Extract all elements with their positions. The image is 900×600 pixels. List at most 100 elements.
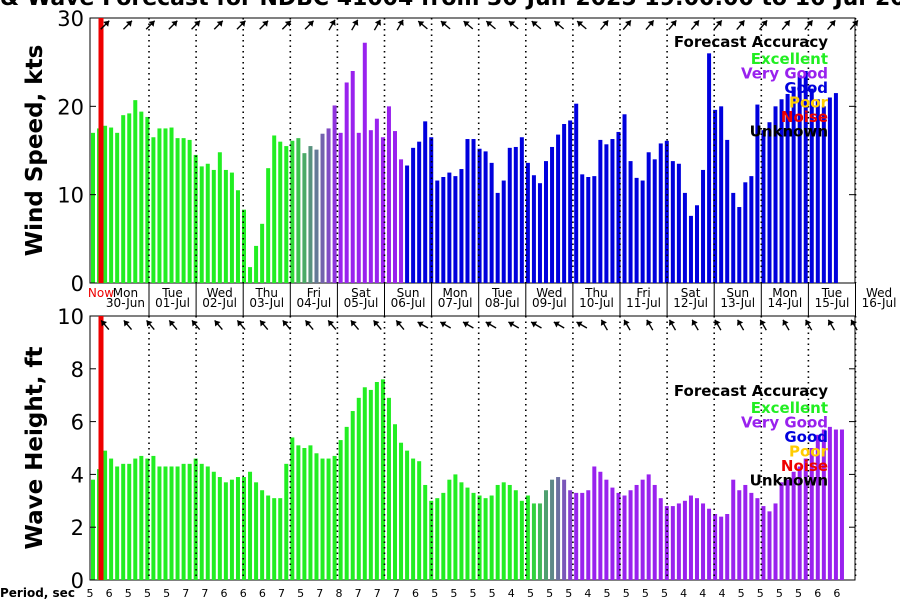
day-date-label: 07-Jul [438,296,473,310]
wave-bar [749,492,754,580]
wind-bar [386,106,391,283]
direction-arrow-icon [191,319,201,331]
wave-bar [217,477,222,580]
direction-arrow-icon [328,19,336,31]
wave-bar [737,490,742,580]
period-value: 5 [297,587,304,600]
direction-arrow-icon [168,20,178,30]
direction-arrow-icon [622,19,632,31]
wave-bar [417,461,422,580]
y-tick-label: 10 [57,305,84,329]
direction-arrow-icon [485,321,497,329]
day-name-label: Tue [491,286,513,300]
wave-bar [447,479,452,580]
wind-bar [731,192,736,283]
wave-bar [592,466,597,580]
wind-bar [242,209,246,283]
direction-arrow-icon [168,319,178,331]
direction-arrow-icon [259,20,269,30]
wind-bar [785,93,790,283]
wind-bar [580,174,585,283]
wave-bar [338,440,343,580]
wind-bar [465,139,470,283]
wind-bar [471,139,476,283]
wind-bar [229,172,234,283]
day-name-label: Wed [866,286,892,300]
wind-bar [833,93,838,283]
period-value: 5 [431,587,438,600]
period-value: 5 [546,587,553,600]
wind-bar [175,138,180,283]
period-value: 6 [814,587,821,600]
period-value: 5 [163,587,170,600]
wave-bar [658,498,663,580]
wind-bar [435,180,440,283]
wind-bar [652,159,657,283]
period-value: 6 [106,587,113,600]
wave-bar [670,506,675,580]
wave-bar [604,479,609,580]
wave-bar [308,445,313,580]
wave-bar [350,411,355,580]
wave-bar [833,429,838,580]
wave-bar [519,500,524,580]
y-tick-label: 20 [57,95,84,119]
direction-arrow-icon [553,321,565,329]
day-date-label: 12-Jul [673,296,708,310]
direction-arrow-icon [304,20,315,30]
day-date-label: 05-Jul [344,296,379,310]
wave-bar [296,445,301,580]
wave-bar [513,490,518,580]
period-value: 7 [278,587,285,600]
wind-bar [634,177,639,283]
period-value: 6 [240,587,247,600]
direction-arrow-icon [713,19,723,31]
direction-arrow-icon [123,319,133,331]
day-date-label: 10-Jul [579,296,614,310]
period-value: 5 [604,587,611,600]
wind-bar [350,71,355,283]
wind-bar [537,183,542,283]
wave-bar [405,450,410,580]
y-tick-label: 0 [71,569,84,593]
wind-bar [513,146,518,283]
direction-arrow-icon [804,19,814,31]
wave-bar [821,429,826,580]
day-name-label: Sun [726,286,749,300]
wave-bar [550,479,555,580]
period-value: 5 [87,587,94,600]
direction-arrow-icon [145,20,156,30]
legend-item: Unknown [750,472,828,490]
wind-bar [205,163,210,283]
wave-bar [731,479,736,580]
wind-bar [550,146,555,283]
wind-bar [483,151,488,283]
wave-bar [682,500,687,580]
period-value: 4 [584,587,591,600]
wind-bar [568,120,573,283]
period-value: 6 [412,587,419,600]
wave-bar [320,458,325,580]
wind-bar [725,139,730,283]
period-value: 4 [699,587,706,600]
direction-arrow-icon [259,319,269,331]
wind-bar [368,130,373,283]
wave-bar [211,471,216,580]
wind-bar [719,106,724,283]
day-date-label: 01-Jul [155,296,190,310]
wave-bar [459,482,464,580]
day-date-label: 09-Jul [532,296,567,310]
period-value: 5 [450,587,457,600]
y-tick-label: 10 [57,184,84,208]
legend-item: Excellent [751,399,828,417]
wind-bar [562,124,567,283]
direction-arrow-icon [440,20,451,30]
day-date-label: 11-Jul [626,296,661,310]
wave-bar [290,437,295,580]
wind-bar [91,132,95,283]
wave-bar [489,495,494,580]
legend-item: Excellent [751,50,828,68]
wind-bar [115,132,120,283]
wind-bar [616,131,621,283]
wave-bar [507,484,512,580]
